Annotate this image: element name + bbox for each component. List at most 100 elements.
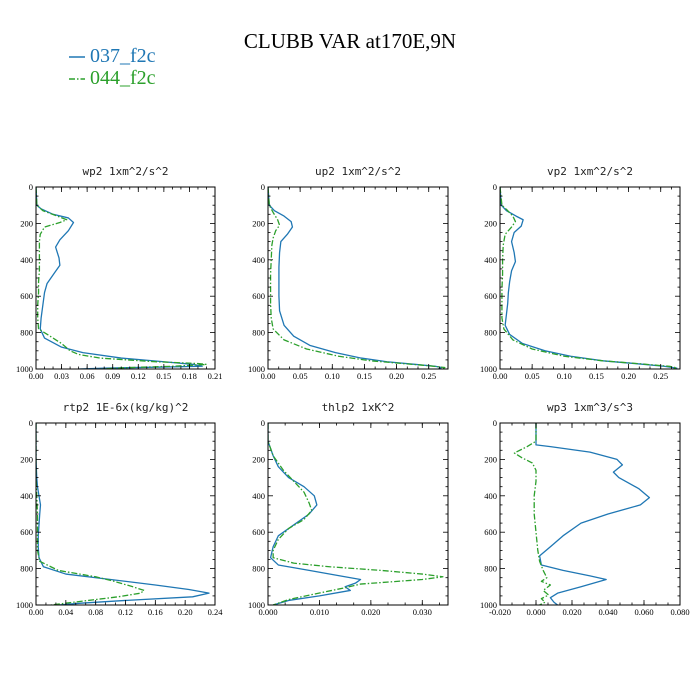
tick-marks <box>267 186 448 370</box>
y-tick-label: 400 <box>484 255 497 265</box>
x-tick-label: 0.000 <box>258 607 277 617</box>
x-tick-label: 0.16 <box>148 607 163 617</box>
x-tick-label: 0.080 <box>670 607 689 617</box>
x-tick-label: 0.20 <box>621 371 636 381</box>
panel-title: up2 1xm^2/s^2 <box>315 165 401 178</box>
y-tick-label: 0 <box>29 418 33 428</box>
y-tick-label: 1000 <box>16 600 33 610</box>
x-tick-label: 0.25 <box>421 371 436 381</box>
y-tick-label: 200 <box>252 218 265 228</box>
series-group <box>513 423 651 605</box>
y-tick-label: 200 <box>484 218 497 228</box>
series-group <box>500 187 678 369</box>
x-tick-label: 0.020 <box>562 607 581 617</box>
x-tick-label: 0.24 <box>208 607 224 617</box>
tick-marks <box>267 422 448 606</box>
x-tick-label: 0.040 <box>598 607 617 617</box>
y-tick-label: 600 <box>484 291 497 301</box>
x-tick-label: 0.12 <box>131 371 146 381</box>
x-tick-label: 0.08 <box>88 607 103 617</box>
x-tick-label: 0.20 <box>389 371 404 381</box>
y-tick-label: 600 <box>252 291 265 301</box>
y-tick-label: 800 <box>484 328 497 338</box>
x-tick-label: 0.15 <box>156 371 171 381</box>
series-line-green <box>36 187 208 369</box>
y-tick-label: 400 <box>20 255 33 265</box>
chart-panel-4: rtp2 1E-6x(kg/kg)^2 0 200 400 600 800 10000.00… <box>16 401 223 617</box>
plot-frame <box>499 422 681 606</box>
x-tick-label: 0.12 <box>118 607 133 617</box>
x-tick-label: 0.04 <box>58 607 74 617</box>
x-tick-label: 0.09 <box>105 371 120 381</box>
x-tick-label: 0.20 <box>178 607 193 617</box>
y-tick-label: 0 <box>493 418 497 428</box>
tick-marks <box>499 422 681 606</box>
y-tick-label: 1000 <box>248 600 265 610</box>
y-tick-label: 400 <box>252 491 265 501</box>
series-line-green <box>268 187 446 369</box>
y-tick-label: 200 <box>20 454 33 464</box>
series-line-green <box>500 187 678 369</box>
series-line-blue <box>36 187 203 369</box>
y-tick-label: 800 <box>252 328 265 338</box>
y-tick-label: 800 <box>484 564 497 574</box>
x-tick-label: -0.020 <box>489 607 511 617</box>
x-tick-label: 0.15 <box>357 371 372 381</box>
y-tick-label: 1000 <box>480 600 497 610</box>
y-tick-label: 400 <box>252 255 265 265</box>
series-line-blue <box>535 423 651 605</box>
y-tick-label: 1000 <box>480 364 497 374</box>
y-tick-label: 800 <box>252 564 265 574</box>
x-tick-label: 0.03 <box>54 371 69 381</box>
y-tick-label: 1000 <box>16 364 33 374</box>
plot-frame <box>35 422 216 606</box>
series-line-blue <box>36 423 210 605</box>
x-tick-label: 0.15 <box>589 371 604 381</box>
plot-frame <box>267 422 449 606</box>
legend-entry: 044_f2c <box>69 67 156 89</box>
x-tick-label: 0.18 <box>182 371 197 381</box>
y-tick-label: 0 <box>261 418 265 428</box>
x-tick-label: 0.10 <box>557 371 572 381</box>
y-tick-label: 600 <box>20 527 33 537</box>
x-tick-label: 0.05 <box>525 371 540 381</box>
y-tick-label: 600 <box>252 527 265 537</box>
y-tick-label: 200 <box>252 454 265 464</box>
x-tick-label: 0.10 <box>325 371 340 381</box>
y-tick-label: 0 <box>261 182 265 192</box>
y-tick-label: 600 <box>20 291 33 301</box>
x-tick-label: 0.05 <box>293 371 308 381</box>
series-group <box>268 187 446 369</box>
panel-title: wp2 1xm^2/s^2 <box>82 165 168 178</box>
x-tick-label: 0.030 <box>413 607 432 617</box>
plot-frame <box>499 186 681 370</box>
x-tick-label: 0.00 <box>29 371 44 381</box>
x-tick-label: 0.06 <box>80 371 95 381</box>
y-tick-label: 600 <box>484 527 497 537</box>
plot-frame <box>35 186 216 370</box>
tick-marks <box>35 186 216 370</box>
legend-entry: 037_f2c <box>69 45 156 67</box>
plot-frame <box>267 186 449 370</box>
panel-title: vp2 1xm^2/s^2 <box>547 165 633 178</box>
series-line-green <box>36 423 145 605</box>
y-tick-label: 800 <box>20 328 33 338</box>
panel-title: rtp2 1E-6x(kg/kg)^2 <box>63 401 189 414</box>
y-tick-label: 0 <box>493 182 497 192</box>
series-group <box>36 423 210 605</box>
series-group <box>268 423 444 605</box>
y-tick-label: 200 <box>20 218 33 228</box>
series-group <box>36 187 208 369</box>
x-tick-label: 0.00 <box>493 371 508 381</box>
x-tick-label: 0.00 <box>29 607 44 617</box>
series-line-green <box>268 423 444 605</box>
y-tick-label: 400 <box>484 491 497 501</box>
legend-label: 037_f2c <box>90 45 156 67</box>
y-tick-label: 800 <box>20 564 33 574</box>
series-line-blue <box>268 423 362 605</box>
x-tick-label: 0.010 <box>310 607 329 617</box>
chart-panel-6: wp3 1xm^3/s^3 0 200 400 600 800 1000-0.020 0.00… <box>480 401 690 617</box>
